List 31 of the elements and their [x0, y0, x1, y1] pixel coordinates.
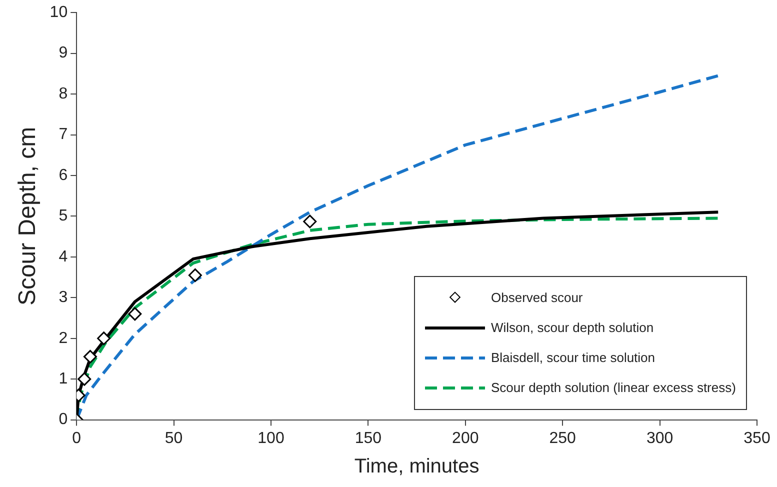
y-tick-label: 1	[58, 370, 68, 388]
y-tick-label: 5	[58, 208, 68, 225]
y-tick-label: 0	[58, 411, 68, 428]
x-tick-label: 100	[258, 430, 284, 447]
y-tick-label: 8	[58, 85, 68, 102]
point	[128, 307, 142, 321]
x-tick-label: 150	[354, 430, 382, 447]
x-tick-label: 50	[164, 430, 183, 447]
point	[303, 214, 317, 228]
x-axis-title: Time, minutes	[354, 456, 480, 478]
legend-label: Observed scour	[491, 290, 583, 306]
x-tick-label: 0	[72, 430, 82, 447]
point	[78, 372, 92, 386]
legend-label: Blaisdell, scour time solution	[491, 350, 656, 366]
legend-label: Wilson, scour depth solution	[491, 320, 654, 336]
legend-label: Scour depth solution (linear excess stress)	[491, 380, 736, 396]
y-tick-label: 4	[58, 248, 68, 266]
x-tick-label: 350	[744, 430, 770, 447]
y-axis-title: Scour Depth, cm	[14, 126, 42, 306]
point	[83, 350, 97, 364]
y-tick-label: 9	[58, 44, 68, 62]
y-tick-label: 10	[50, 4, 68, 22]
y-tick-label: 2	[58, 330, 68, 347]
y-tick-label: 6	[58, 166, 68, 184]
x-tick-label: 200	[452, 430, 479, 447]
x-tick-label: 250	[549, 430, 576, 447]
y-tick-label: 3	[58, 289, 68, 306]
y-tick-label: 7	[58, 126, 68, 144]
point	[188, 268, 202, 282]
x-tick-label: 300	[646, 430, 674, 447]
point	[97, 332, 111, 346]
